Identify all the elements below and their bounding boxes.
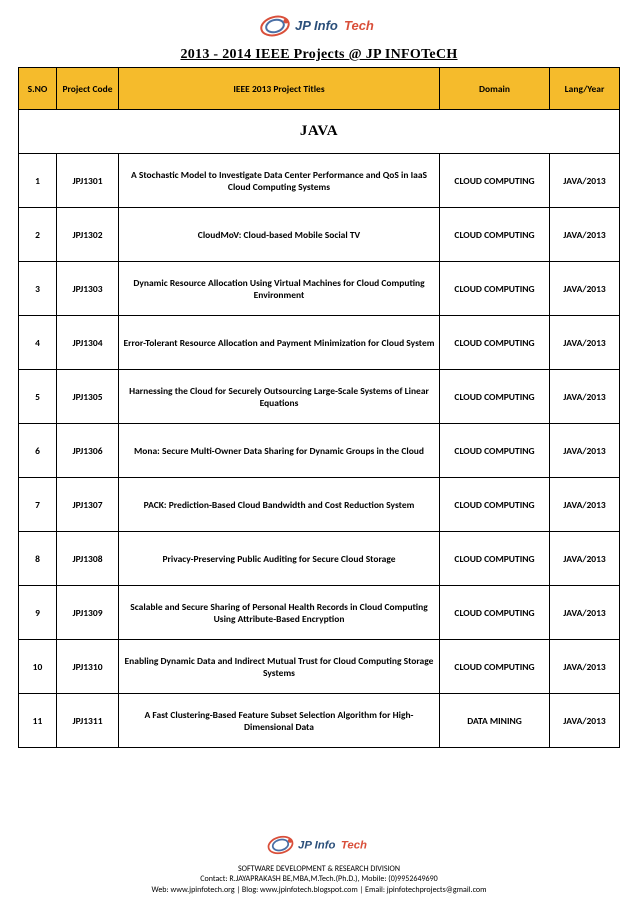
cell-sno: 4 [19,316,57,370]
svg-text:Tech: Tech [341,839,367,851]
cell-title: Mona: Secure Multi-Owner Data Sharing fo… [119,424,440,478]
cell-sno: 2 [19,208,57,262]
cell-sno: 5 [19,370,57,424]
cell-domain: CLOUD COMPUTING [440,316,550,370]
cell-lang: JAVA/2013 [550,316,620,370]
cell-domain: CLOUD COMPUTING [440,586,550,640]
table-row: 5JPJ1305Harnessing the Cloud for Securel… [19,370,620,424]
projects-table: S.NO Project Code IEEE 2013 Project Titl… [18,67,620,748]
cell-domain: CLOUD COMPUTING [440,154,550,208]
cell-domain: CLOUD COMPUTING [440,262,550,316]
cell-sno: 9 [19,586,57,640]
cell-lang: JAVA/2013 [550,586,620,640]
cell-code: JPJ1310 [57,640,119,694]
header-logo: JP Info Tech [18,10,620,45]
cell-domain: CLOUD COMPUTING [440,370,550,424]
table-header: S.NO Project Code IEEE 2013 Project Titl… [19,68,620,110]
cell-title: A Stochastic Model to Investigate Data C… [119,154,440,208]
cell-domain: CLOUD COMPUTING [440,532,550,586]
document-page: JP Info Tech 2013 - 2014 IEEE Projects @… [0,0,638,903]
header-domain: Domain [440,68,550,110]
table-row: 2JPJ1302CloudMoV: Cloud-based Mobile Soc… [19,208,620,262]
footer-logo: JP Info Tech [0,831,638,862]
cell-code: JPJ1311 [57,694,119,748]
footer-line-3: Web: www.jpinfotech.org | Blog: www.jpin… [0,885,638,895]
cell-sno: 11 [19,694,57,748]
table-row: 10JPJ1310Enabling Dynamic Data and Indir… [19,640,620,694]
cell-title: Harnessing the Cloud for Securely Outsou… [119,370,440,424]
svg-text:JP Info: JP Info [295,18,338,33]
cell-code: JPJ1306 [57,424,119,478]
cell-sno: 10 [19,640,57,694]
header-sno: S.NO [19,68,57,110]
svg-text:Tech: Tech [344,18,374,33]
cell-code: JPJ1309 [57,586,119,640]
cell-sno: 7 [19,478,57,532]
cell-lang: JAVA/2013 [550,208,620,262]
cell-domain: CLOUD COMPUTING [440,640,550,694]
cell-lang: JAVA/2013 [550,370,620,424]
table-row: 7JPJ1307PACK: Prediction-Based Cloud Ban… [19,478,620,532]
cell-lang: JAVA/2013 [550,424,620,478]
cell-code: JPJ1308 [57,532,119,586]
cell-lang: JAVA/2013 [550,478,620,532]
section-row: JAVA [19,110,620,154]
cell-title: Error-Tolerant Resource Allocation and P… [119,316,440,370]
cell-code: JPJ1301 [57,154,119,208]
company-logo-icon: JP Info Tech [264,831,374,859]
table-body: JAVA 1JPJ1301A Stochastic Model to Inves… [19,110,620,748]
footer: JP Info Tech SOFTWARE DEVELOPMENT & RESE… [0,831,638,895]
section-label: JAVA [19,110,620,154]
table-row: 8JPJ1308Privacy-Preserving Public Auditi… [19,532,620,586]
table-row: 9JPJ1309Scalable and Secure Sharing of P… [19,586,620,640]
cell-title: Enabling Dynamic Data and Indirect Mutua… [119,640,440,694]
table-row: 6JPJ1306Mona: Secure Multi-Owner Data Sh… [19,424,620,478]
cell-code: JPJ1303 [57,262,119,316]
cell-lang: JAVA/2013 [550,694,620,748]
cell-title: PACK: Prediction-Based Cloud Bandwidth a… [119,478,440,532]
table-row: 1JPJ1301A Stochastic Model to Investigat… [19,154,620,208]
table-row: 4JPJ1304Error-Tolerant Resource Allocati… [19,316,620,370]
cell-lang: JAVA/2013 [550,262,620,316]
footer-line-2: Contact: R.JAYAPRAKASH BE,MBA,M.Tech.(Ph… [0,874,638,884]
table-row: 11JPJ1311A Fast Clustering-Based Feature… [19,694,620,748]
cell-lang: JAVA/2013 [550,154,620,208]
cell-domain: DATA MINING [440,694,550,748]
company-logo-icon: JP Info Tech [259,10,379,42]
footer-line-1: SOFTWARE DEVELOPMENT & RESEARCH DIVISION [0,864,638,874]
cell-sno: 1 [19,154,57,208]
cell-sno: 3 [19,262,57,316]
svg-text:JP Info: JP Info [298,839,336,851]
cell-lang: JAVA/2013 [550,532,620,586]
cell-title: Scalable and Secure Sharing of Personal … [119,586,440,640]
cell-domain: CLOUD COMPUTING [440,478,550,532]
cell-title: Privacy-Preserving Public Auditing for S… [119,532,440,586]
cell-title: A Fast Clustering-Based Feature Subset S… [119,694,440,748]
cell-lang: JAVA/2013 [550,640,620,694]
cell-domain: CLOUD COMPUTING [440,424,550,478]
page-title: 2013 - 2014 IEEE Projects @ JP INFOTeCH [18,47,620,63]
cell-title: Dynamic Resource Allocation Using Virtua… [119,262,440,316]
cell-sno: 8 [19,532,57,586]
header-lang: Lang/Year [550,68,620,110]
cell-sno: 6 [19,424,57,478]
cell-code: JPJ1302 [57,208,119,262]
cell-domain: CLOUD COMPUTING [440,208,550,262]
header-code: Project Code [57,68,119,110]
header-title: IEEE 2013 Project Titles [119,68,440,110]
table-row: 3JPJ1303Dynamic Resource Allocation Usin… [19,262,620,316]
cell-title: CloudMoV: Cloud-based Mobile Social TV [119,208,440,262]
cell-code: JPJ1307 [57,478,119,532]
cell-code: JPJ1305 [57,370,119,424]
cell-code: JPJ1304 [57,316,119,370]
